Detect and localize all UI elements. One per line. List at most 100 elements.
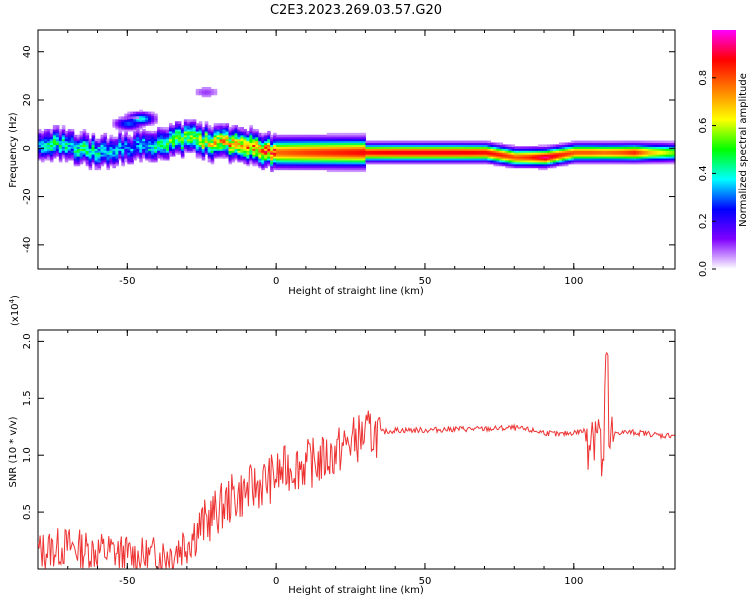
heatmap-cell bbox=[416, 146, 420, 149]
heatmap-cell bbox=[466, 154, 471, 157]
heatmap-cell bbox=[600, 140, 605, 144]
heatmap-cell bbox=[145, 115, 149, 118]
heatmap-cell bbox=[445, 157, 450, 161]
heatmap-cell bbox=[618, 159, 623, 163]
heatmap-cell bbox=[177, 136, 182, 140]
heatmap-cell bbox=[40, 146, 45, 149]
heatmap-cell bbox=[419, 156, 423, 159]
heatmap-cell bbox=[166, 142, 170, 146]
heatmap-cell bbox=[273, 167, 277, 171]
heatmap-cell bbox=[261, 163, 265, 167]
heatmap-cell bbox=[538, 146, 542, 149]
heatmap-cell bbox=[186, 142, 191, 146]
heatmap-cell bbox=[552, 163, 557, 167]
heatmap-cell bbox=[258, 154, 262, 157]
heatmap-cell bbox=[58, 130, 63, 134]
heatmap-cell bbox=[216, 150, 221, 153]
heatmap-cell bbox=[293, 165, 298, 169]
heatmap-cell bbox=[639, 161, 643, 165]
heatmap-cell bbox=[451, 152, 456, 155]
heatmap-cell bbox=[198, 134, 203, 138]
heatmap-cell bbox=[195, 140, 200, 144]
heatmap-cell bbox=[264, 159, 268, 163]
heatmap-cell bbox=[341, 150, 346, 153]
heatmap-cell bbox=[430, 152, 435, 155]
heatmap-cell bbox=[279, 157, 283, 161]
heatmap-cell bbox=[380, 156, 384, 159]
heatmap-cell bbox=[112, 156, 116, 159]
heatmap-cell bbox=[204, 88, 209, 92]
heatmap-cell bbox=[79, 161, 84, 165]
heatmap-cell bbox=[228, 159, 233, 163]
heatmap-cell bbox=[404, 159, 408, 163]
heatmap-cell bbox=[291, 140, 295, 144]
heatmap-cell bbox=[142, 134, 146, 138]
heatmap-cell bbox=[499, 161, 503, 165]
heatmap-cell bbox=[151, 152, 155, 155]
heatmap-cell bbox=[88, 156, 93, 159]
heatmap-cell bbox=[532, 146, 536, 149]
heatmap-cell bbox=[76, 163, 81, 167]
heatmap-cell bbox=[237, 128, 242, 132]
heatmap-cell bbox=[52, 127, 57, 130]
heatmap-cell bbox=[49, 142, 54, 146]
heatmap-cell bbox=[285, 146, 289, 149]
heatmap-cell bbox=[338, 167, 343, 171]
heatmap-cell bbox=[201, 127, 206, 130]
heatmap-cell bbox=[347, 132, 352, 136]
heatmap-cell bbox=[588, 159, 593, 163]
heatmap-cell bbox=[121, 121, 125, 124]
heatmap-cell bbox=[234, 150, 239, 153]
heatmap-cell bbox=[58, 148, 63, 151]
heatmap-cell bbox=[517, 148, 521, 151]
heatmap-cell bbox=[225, 156, 230, 159]
heatmap-cell bbox=[335, 159, 340, 163]
heatmap-cell bbox=[296, 150, 301, 153]
heatmap-cell bbox=[421, 140, 426, 144]
heatmap-cell bbox=[451, 146, 456, 149]
heatmap-cell bbox=[225, 123, 230, 126]
heatmap-cell bbox=[279, 150, 283, 153]
heatmap-cell bbox=[195, 132, 200, 136]
heatmap-cell bbox=[94, 154, 99, 157]
heatmap-cell bbox=[517, 154, 521, 157]
heatmap-cell bbox=[347, 159, 352, 163]
heatmap-cell bbox=[398, 146, 402, 149]
heatmap-cell bbox=[171, 128, 176, 132]
heatmap-cell bbox=[419, 161, 423, 165]
heatmap-cell bbox=[591, 161, 596, 165]
heatmap-cell bbox=[97, 140, 102, 144]
heatmap-cell bbox=[154, 121, 158, 124]
heatmap-cell bbox=[463, 148, 468, 151]
heatmap-cell bbox=[484, 140, 489, 144]
heatmap-cell bbox=[115, 154, 119, 157]
heatmap-cell bbox=[305, 144, 310, 147]
heatmap-cell bbox=[353, 148, 358, 151]
heatmap-cell bbox=[148, 159, 152, 163]
heatmap-cell bbox=[666, 150, 670, 153]
heatmap-cell bbox=[427, 157, 432, 161]
heatmap-cell bbox=[478, 150, 483, 153]
heatmap-cell bbox=[508, 165, 512, 169]
heatmap-cell bbox=[538, 152, 542, 155]
heatmap-cell bbox=[171, 125, 176, 128]
heatmap-cell bbox=[624, 156, 628, 159]
heatmap-cell bbox=[490, 161, 495, 165]
heatmap-cell bbox=[160, 150, 164, 153]
heatmap-cell bbox=[642, 144, 646, 147]
heatmap-cell bbox=[669, 150, 673, 153]
heatmap-cell bbox=[463, 159, 468, 163]
heatmap-cell bbox=[475, 156, 480, 159]
heatmap-cell bbox=[282, 165, 286, 169]
heatmap-cell bbox=[344, 140, 349, 144]
heatmap-cell bbox=[448, 157, 453, 161]
heatmap-cell bbox=[76, 144, 81, 147]
heatmap-cell bbox=[243, 134, 247, 138]
heatmap-cell bbox=[49, 136, 54, 140]
heatmap-cell bbox=[139, 109, 143, 113]
heatmap-cell bbox=[645, 144, 649, 147]
heatmap-cell bbox=[177, 127, 182, 130]
heatmap-cell bbox=[311, 159, 316, 163]
heatmap-cell bbox=[317, 154, 322, 157]
heatmap-cell bbox=[243, 146, 247, 149]
